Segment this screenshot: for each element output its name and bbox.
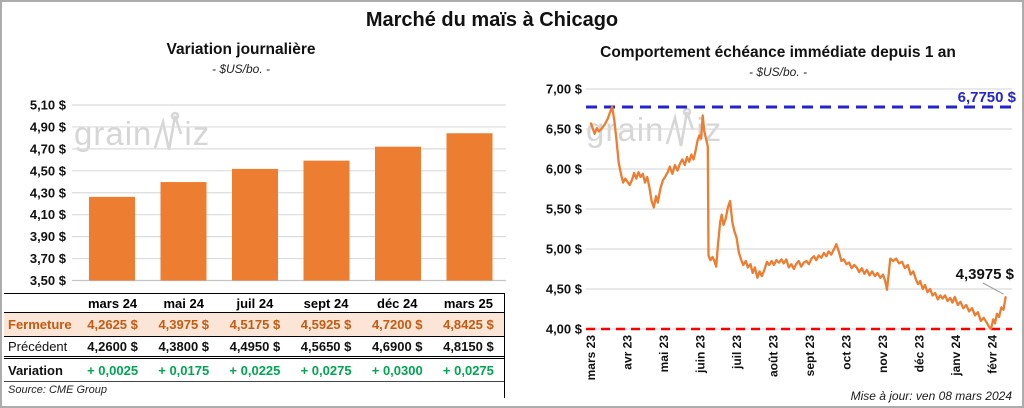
column-header-mai24: mai 24 — [163, 295, 204, 311]
variation-value: + 0,0175 — [158, 362, 210, 378]
left-chart-subtitle: - $US/bo. - — [211, 62, 271, 76]
price-table: mars 24 mai 24 juil 24 sept 24 déc 24 ma… — [4, 293, 505, 398]
x-tick-label: sept 23 — [803, 335, 817, 377]
y-tick-label: 5,00 $ — [546, 242, 583, 257]
bar — [89, 196, 135, 281]
x-tick-label: mars 23 — [584, 335, 598, 381]
y-tick-label: 4,50 $ — [30, 163, 67, 178]
x-tick-label: févr 24 — [986, 335, 1000, 374]
high-price-label: 6,7750 $ — [958, 89, 1017, 106]
x-tick-label: août 23 — [767, 335, 781, 377]
y-tick-label: 4,30 $ — [30, 185, 67, 200]
y-tick-label: 7,00 $ — [546, 82, 583, 97]
x-tick-label: déc 23 — [913, 335, 927, 373]
update-note: Mise à jour: ven 08 mars 2024 — [850, 389, 1012, 403]
x-tick-label: avr 23 — [621, 335, 635, 370]
variation-value: + 0,0300 — [371, 362, 423, 378]
y-tick-label: 4,10 $ — [30, 207, 67, 222]
fermeture-value: 4,7200 $ — [371, 317, 423, 332]
variation-value: + 0,0225 — [229, 362, 281, 378]
front-month-line-chart: 7,00 $ 6,50 $ 6,00 $ 5,50 $ 5,00 $ 4,50 $ 4,00… — [546, 82, 1017, 381]
y-tick-label: 4,00 $ — [546, 322, 583, 337]
page-title: Marché du maïs à Chicago — [365, 9, 619, 31]
precedent-value: 4,8150 $ — [443, 339, 494, 354]
price-line — [589, 105, 1007, 331]
x-tick-label: mai 23 — [657, 335, 671, 373]
bar — [446, 133, 493, 281]
variation-value: + 0,0275 — [300, 362, 352, 378]
precedent-value: 4,2600 $ — [87, 339, 138, 354]
last-price-label: 4,3975 $ — [956, 266, 1015, 283]
bar — [375, 146, 421, 281]
fermeture-value: 4,2625 $ — [87, 317, 138, 332]
bar — [303, 160, 350, 281]
precedent-value: 4,3800 $ — [158, 339, 210, 354]
precedent-value: 4,5650 $ — [300, 339, 352, 354]
row-label-variation: Variation — [8, 362, 63, 378]
bar — [232, 168, 278, 281]
y-tick-label: 3,90 $ — [30, 229, 67, 244]
y-tick-label: 3,70 $ — [30, 251, 67, 266]
y-tick-label: 6,50 $ — [546, 122, 583, 137]
table-row-fermeture: Fermeture 4,2625 $ 4,3975 $ 4,5175 $ 4,5… — [4, 313, 504, 337]
fermeture-value: 4,5925 $ — [300, 317, 352, 332]
source-note: Source: CME Group — [8, 384, 108, 396]
column-header-mars25: mars 25 — [443, 295, 493, 311]
column-header-juil24: juil 24 — [236, 295, 274, 311]
column-header-dec24: déc 24 — [377, 295, 418, 311]
y-tick-label: 3,50 $ — [30, 273, 67, 288]
table-source-row: Source: CME Group — [4, 382, 504, 398]
table-header-row: mars 24 mai 24 juil 24 sept 24 déc 24 ma… — [4, 293, 504, 313]
row-label-precedent: Précédent — [8, 339, 68, 354]
annotation-leader-line — [982, 282, 1004, 295]
left-chart-title: Variation journalière — [166, 41, 316, 58]
y-tick-label: 6,00 $ — [546, 162, 583, 177]
fermeture-value: 4,5175 $ — [229, 317, 281, 332]
x-tick-label: juil 23 — [730, 335, 744, 370]
precedent-value: 4,6900 $ — [371, 339, 423, 354]
y-tick-label: 5,10 $ — [30, 98, 67, 113]
daily-variation-bar-chart: 5,10 $ 4,90 $ 4,70 $ 4,50 $ 4,30 $ 4,10 $ 3,90… — [30, 98, 506, 288]
column-header-mars24: mars 24 — [88, 295, 138, 311]
y-tick-label: 4,50 $ — [546, 282, 583, 297]
variation-value: + 0,0025 — [87, 362, 139, 378]
right-chart-subtitle: - $US/bo. - — [748, 65, 808, 79]
x-tick-label: janv 24 — [949, 335, 963, 377]
y-tick-label: 5,50 $ — [546, 202, 583, 217]
y-tick-label: 4,90 $ — [30, 119, 67, 134]
bar — [160, 182, 207, 281]
x-tick-label: nov 23 — [876, 335, 890, 373]
right-chart-title: Comportement échéance immédiate depuis 1… — [600, 44, 956, 61]
precedent-value: 4,4950 $ — [229, 339, 281, 354]
x-tick-label: juin 23 — [694, 335, 708, 374]
fermeture-value: 4,3975 $ — [158, 317, 210, 332]
table-row-precedent: Précédent 4,2600 $ 4,3800 $ 4,4950 $ 4,5… — [4, 337, 504, 359]
y-tick-label: 4,70 $ — [30, 141, 67, 156]
column-header-sept24: sept 24 — [303, 295, 349, 311]
x-tick-label: oct 23 — [840, 335, 854, 370]
variation-value: + 0,0275 — [442, 362, 494, 378]
fermeture-value: 4,8425 $ — [443, 317, 494, 332]
table-row-variation: Variation + 0,0025 + 0,0175 + 0,0225 + 0… — [4, 359, 504, 382]
row-label-fermeture: Fermeture — [8, 317, 72, 332]
